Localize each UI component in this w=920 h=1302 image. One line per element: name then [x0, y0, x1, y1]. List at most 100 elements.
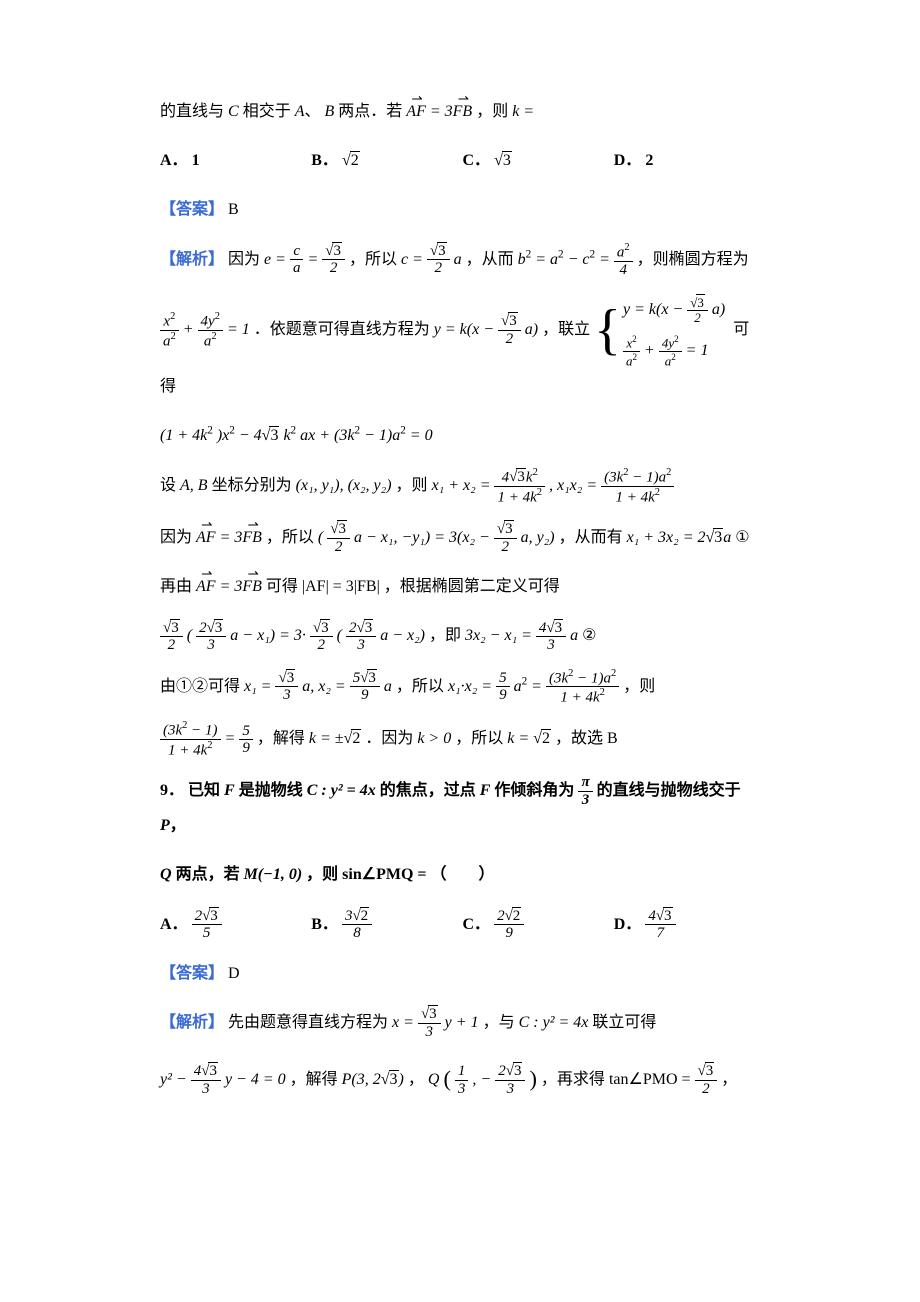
t: a) [712, 301, 725, 318]
y: 4y [201, 313, 215, 329]
v: FB [242, 520, 262, 555]
t: 两点，若 [176, 866, 240, 883]
d: 3 [495, 1081, 525, 1098]
p8-sol-6: 32 ( 233 a − x₁) = 3· 32 ( 233 a − x₂) ，… [160, 618, 765, 653]
r: 3 [516, 468, 526, 485]
d: 3 [191, 1081, 221, 1098]
p8-sol-2: x2a2 + 4y2a2 = 1 ．依题意可得直线方程为 y = k(x − 3… [160, 292, 765, 404]
d: 9 [350, 687, 380, 704]
p8-stem-mid1: 相交于 [243, 103, 291, 120]
d: 2 [427, 260, 450, 277]
comma: ， [170, 817, 186, 834]
d: 3 [418, 1024, 441, 1041]
q: k [283, 427, 290, 444]
e: = [599, 251, 614, 268]
b2: b2 = a2 − c2 = a24 [518, 251, 637, 268]
p8-k-eq: k = [512, 103, 534, 120]
n: 2 [497, 908, 505, 924]
e: = 3 [216, 529, 243, 546]
sin: sin∠PMQ = [342, 866, 426, 883]
p: ( [187, 627, 192, 644]
t: 因为 [228, 251, 260, 268]
line-eq: y = k(x − 32 a) [434, 321, 542, 338]
q: = 0 [410, 427, 433, 444]
p8-D-label: D． [614, 152, 642, 169]
l: D． [614, 916, 642, 933]
d: 2 [695, 1081, 718, 1098]
n: 3 [345, 908, 353, 924]
t: 可得 [266, 578, 298, 595]
p9-choices: A． 235 B． 328 C． 229 D． 437 [160, 907, 765, 942]
document-page: 的直线与 C 相交于 A、 B 两点．若 AF = 3FB ，则 k = A． … [0, 0, 920, 1178]
n: 5 [496, 670, 510, 688]
t: 是抛物线 [239, 782, 303, 799]
p8-B-label: B． [311, 152, 338, 169]
d: 1 + 4k [616, 489, 655, 505]
r: 2 [512, 907, 522, 924]
p8-quad: (1 + 4k2 )x2 − 43 k2 ax + (3k2 − 1)a2 = … [160, 418, 765, 453]
q: ax + (3k [300, 427, 354, 444]
e: = 3 [216, 578, 243, 595]
n: 3 [508, 312, 518, 329]
p8-A: A [295, 103, 305, 120]
b: b [518, 251, 526, 268]
n: π [578, 774, 592, 792]
p8-sol-1: 【解析】 因为 e = ca = 32 ，所以 c = 32 a ，从而 b2 … [160, 242, 765, 278]
t: 先由题意得直线方程为 [228, 1014, 388, 1031]
t: a, y₂) [521, 529, 555, 546]
l: A． [160, 916, 188, 933]
e: = 1 [686, 342, 709, 359]
t: a) [525, 321, 538, 338]
p: + [644, 342, 659, 359]
n: 3 [696, 294, 705, 310]
p8-stem-tail: ，则 [476, 103, 508, 120]
Q: Q [160, 866, 172, 883]
px: , x₁x₂ = [549, 477, 601, 494]
n: 4 [502, 469, 510, 485]
d: 8 [342, 925, 372, 942]
ellipse-eq: x2a2 + 4y2a2 = 1 [160, 321, 254, 338]
p9-stem-1: 9． 已知 F 是抛物线 C : y² = 4x 的焦点，过点 F 作倾斜角为 … [160, 773, 765, 844]
n: 3 [337, 520, 347, 537]
a: a [723, 529, 731, 546]
r: 3 [389, 1070, 399, 1088]
t: 联立可得 [592, 1014, 656, 1031]
F: F [224, 782, 235, 799]
v: FB [242, 569, 262, 604]
r: 2 [351, 729, 361, 747]
p8-D-val: 2 [645, 152, 653, 169]
t: ，解得 [290, 1071, 338, 1088]
n: 5 [353, 670, 361, 686]
q: )x [217, 427, 229, 444]
p8-choices: A． 1 B． 2 C． 3 D． 2 [160, 143, 765, 178]
t: ，即 [429, 627, 461, 644]
d: a [290, 260, 304, 277]
F2: F [480, 782, 491, 799]
n: 3 [170, 619, 180, 636]
P: P(3, 2 [342, 1071, 381, 1088]
m: a − x₁, −y₁) = 3(x₂ − [354, 529, 494, 546]
d: 3 [346, 637, 376, 654]
m: a − x₁) = 3· [230, 627, 306, 644]
e: = [225, 730, 240, 747]
t: ，与 [483, 1014, 515, 1031]
d: 3 [275, 687, 298, 704]
t: ) [399, 1071, 404, 1088]
p9-num: 9． [160, 782, 184, 799]
r: 3 [513, 1062, 523, 1079]
p9-choice-A: A． 235 [160, 907, 311, 942]
p: + [183, 321, 198, 338]
AB: A, B [180, 477, 208, 494]
kgt0: k > 0 [417, 730, 451, 747]
p8-answer-val: B [228, 201, 239, 218]
d: 2 [160, 637, 183, 654]
t: ，再求得 [541, 1071, 605, 1088]
C-eq: C : y² = 4x [307, 782, 376, 799]
t: ，所以 [266, 529, 314, 546]
v: AF [196, 569, 216, 604]
answer-label: 【答案】 [160, 201, 224, 218]
l: 【答案】 [160, 965, 224, 982]
p8-sol-7: 由①②可得 x₁ = 33 a, x₂ = 539 a ，所以 x₁·x₂ = … [160, 668, 765, 707]
system: { y = k(x − 32 a) x2a2 + 4y2a2 = 1 [594, 292, 725, 369]
d: 4 [614, 262, 633, 279]
